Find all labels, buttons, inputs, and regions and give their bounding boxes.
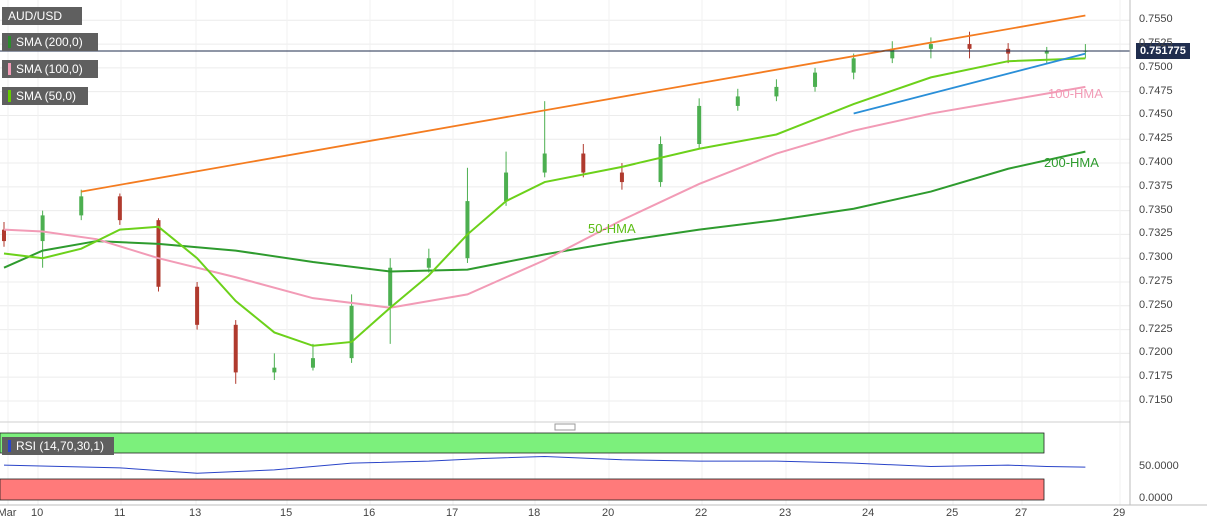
resistance-line [81, 14, 1086, 193]
y-tick-label: 0.7300 [1139, 251, 1173, 264]
y-tick-label: 0.7325 [1139, 227, 1173, 240]
y-tick-label: 0.7375 [1139, 179, 1173, 192]
candle-body [117, 196, 122, 221]
rsi-tag[interactable]: RSI (14,70,30,1) [2, 437, 114, 455]
y-tick-label: 0.7550 [1139, 13, 1173, 26]
candle-body [233, 324, 238, 373]
candle-body [195, 286, 200, 325]
x-tick-label: 15 [280, 507, 293, 519]
y-tick-label: 0.7250 [1139, 298, 1173, 311]
candle-body [426, 258, 431, 268]
hma100-label: 100-HMA [1048, 86, 1103, 101]
candle-body [581, 153, 586, 173]
y-tick-label: 0.7200 [1139, 346, 1173, 359]
y-tick-label: 0.7175 [1139, 370, 1173, 383]
candle-body [40, 215, 45, 242]
rsi-line [3, 455, 1086, 474]
x-tick-label: 11 [114, 507, 126, 519]
candle-body [774, 86, 779, 97]
sma200-swatch [8, 36, 11, 48]
x-tick-label: 24 [862, 507, 875, 519]
pane-resize-handle[interactable] [554, 423, 576, 431]
x-tick-label: 18 [528, 507, 541, 519]
rsi-label: RSI (14,70,30,1) [16, 439, 105, 453]
sma100-tag[interactable]: SMA (100,0) [2, 60, 98, 78]
grid [0, 0, 1130, 505]
sma-100-0-line [3, 85, 1086, 309]
x-tick-label: 25 [946, 507, 959, 519]
candle-body [890, 48, 895, 59]
symbol-tag: AUD/USD [2, 7, 82, 25]
sma200-label: SMA (200,0) [16, 35, 83, 49]
support-line [853, 52, 1086, 115]
x-tick-label: 23 [779, 507, 792, 519]
candle-body [504, 172, 509, 202]
sma100-swatch [8, 63, 11, 75]
y-tick-label: 0.7350 [1139, 203, 1173, 216]
symbol-label: AUD/USD [8, 9, 63, 23]
x-tick-label: Mar [0, 507, 17, 519]
y-tick-label: 0.7500 [1139, 60, 1173, 73]
rsi-oversold-band [0, 478, 1045, 501]
candle-body [388, 267, 393, 306]
rsi-tick-0: 0.0000 [1139, 492, 1173, 504]
y-tick-label: 0.7225 [1139, 322, 1173, 335]
candle-body [156, 220, 161, 287]
candle-body [735, 96, 740, 106]
y-tick-label: 0.7450 [1139, 108, 1173, 121]
sma-200-0-line [3, 150, 1086, 273]
y-tick-label: 0.7275 [1139, 275, 1173, 287]
price-tag: 0.751775 [1136, 42, 1190, 59]
candle-body [619, 172, 624, 183]
x-tick-label: 16 [363, 507, 376, 519]
sma50-tag[interactable]: SMA (50,0) [2, 87, 88, 105]
sma50-swatch [8, 90, 11, 102]
x-tick-label: 13 [189, 507, 202, 519]
rsi-swatch [8, 440, 11, 452]
candle-body [465, 201, 470, 259]
x-tick-label: 10 [31, 507, 44, 519]
sma50-label: SMA (50,0) [16, 89, 77, 103]
sma-50-0-line [3, 57, 1086, 347]
candle-body [813, 72, 818, 87]
candle-body [310, 358, 315, 368]
hma200-label: 200-HMA [1044, 155, 1099, 170]
candle-body [79, 196, 84, 216]
candle-body [272, 367, 277, 373]
candle-body [928, 44, 933, 49]
rsi-bands [0, 432, 1045, 501]
x-tick-label: 20 [602, 507, 615, 519]
y-tick-label: 0.7150 [1139, 393, 1173, 406]
hma50-label: 50-HMA [588, 221, 636, 236]
candle-body [349, 305, 354, 359]
sma200-tag[interactable]: SMA (200,0) [2, 33, 98, 51]
x-tick-label: 27 [1015, 507, 1028, 519]
indicator-lines [0, 14, 1130, 474]
y-tick-label: 0.7525 [1139, 37, 1173, 50]
y-tick-label: 0.7400 [1139, 156, 1173, 169]
x-tick-label: 29 [1113, 507, 1126, 519]
candle-body [1044, 50, 1049, 54]
candle-body [851, 58, 856, 73]
x-tick-label: 22 [695, 507, 708, 519]
rsi-tick-50: 50.0000 [1139, 460, 1179, 472]
sma100-label: SMA (100,0) [16, 62, 83, 76]
y-tick-label: 0.7475 [1139, 84, 1173, 97]
candle-body [697, 105, 702, 144]
x-tick-label: 17 [446, 507, 459, 519]
candlesticks [2, 31, 1088, 384]
candle-body [658, 144, 663, 183]
candle-body [2, 229, 6, 242]
candle-body [542, 153, 547, 173]
y-tick-label: 0.7425 [1139, 132, 1173, 145]
rsi-overbought-band [0, 432, 1045, 454]
candle-body [967, 44, 972, 49]
